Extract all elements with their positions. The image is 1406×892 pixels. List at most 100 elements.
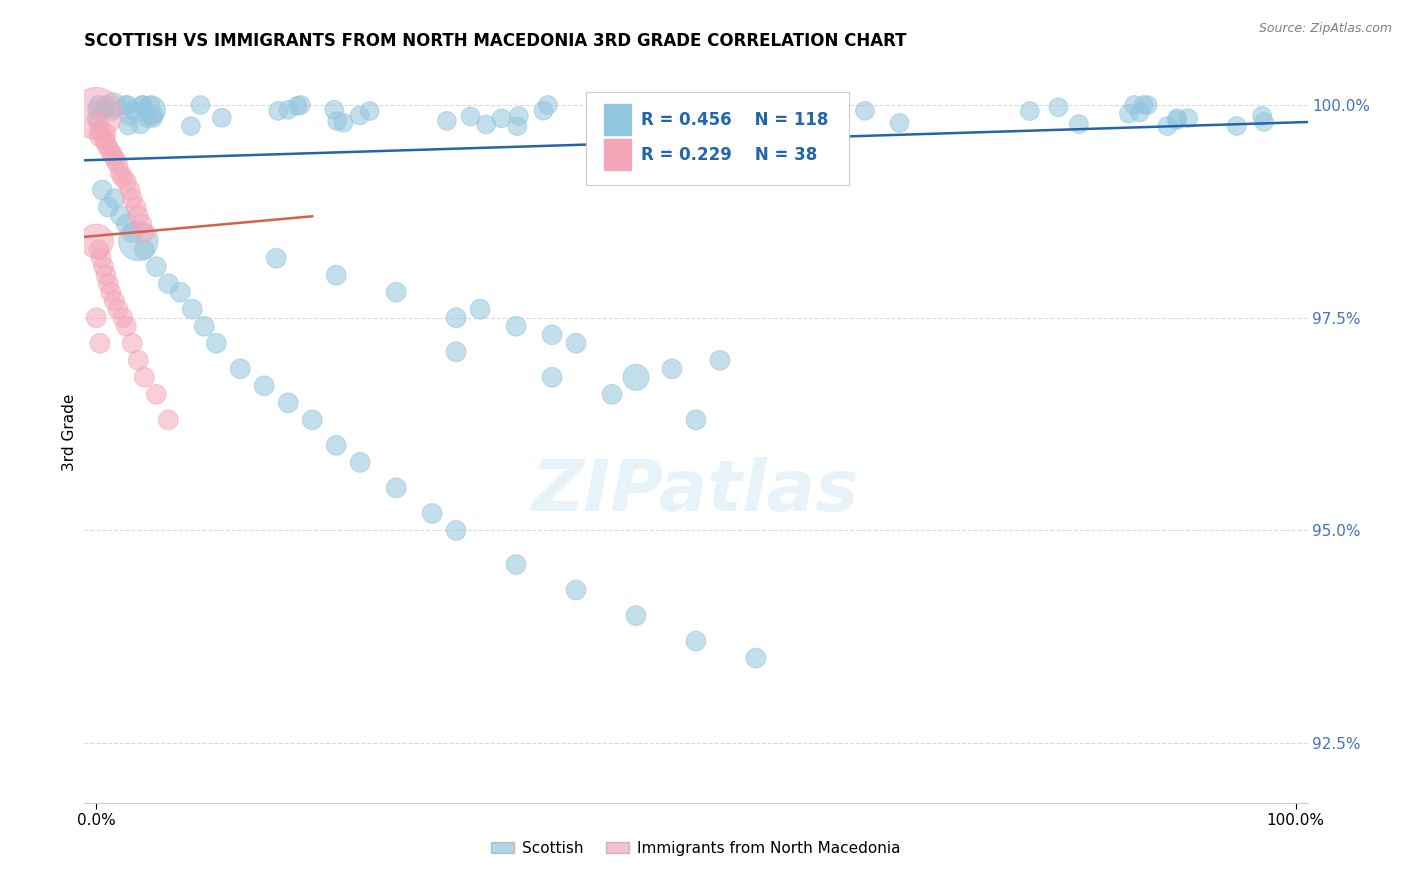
Point [253, 379, 276, 393]
Point [100, 285, 122, 300]
Point [121, 192, 143, 206]
Point [101, 104, 124, 119]
Point [111, 170, 134, 185]
Point [643, 114, 665, 128]
Point [613, 114, 636, 128]
Point [115, 319, 138, 334]
Point [1136, 98, 1159, 112]
Point [1177, 112, 1199, 126]
Text: ZIPatlas: ZIPatlas [533, 458, 859, 526]
Point [759, 99, 782, 113]
Point [118, 183, 141, 197]
Point [1132, 98, 1154, 112]
Point [444, 310, 467, 325]
Point [107, 157, 129, 171]
Point [115, 175, 138, 189]
Point [505, 319, 527, 334]
Text: Source: ZipAtlas.com: Source: ZipAtlas.com [1258, 22, 1392, 36]
Point [505, 558, 527, 572]
Point [745, 651, 768, 665]
Point [1156, 119, 1178, 133]
Legend: Scottish, Immigrants from North Macedonia: Scottish, Immigrants from North Macedoni… [485, 835, 907, 862]
Point [104, 153, 127, 168]
Point [420, 507, 443, 521]
Point [211, 111, 233, 125]
Point [86, 310, 108, 325]
Point [624, 370, 647, 384]
Point [142, 108, 165, 122]
Point [94, 98, 117, 112]
Point [169, 285, 191, 300]
Point [127, 353, 149, 368]
Point [110, 166, 132, 180]
Point [537, 98, 560, 112]
Point [111, 310, 134, 325]
Point [118, 109, 141, 123]
Point [121, 226, 143, 240]
Point [101, 149, 124, 163]
Point [541, 327, 564, 342]
Text: SCOTTISH VS IMMIGRANTS FROM NORTH MACEDONIA 3RD GRADE CORRELATION CHART: SCOTTISH VS IMMIGRANTS FROM NORTH MACEDO… [84, 32, 907, 50]
Point [655, 98, 678, 112]
Point [94, 136, 117, 151]
Point [86, 103, 108, 117]
Point [290, 98, 312, 112]
Point [541, 370, 564, 384]
Point [94, 102, 117, 116]
Point [436, 114, 458, 128]
Point [332, 116, 354, 130]
Point [103, 98, 125, 112]
Point [644, 118, 666, 132]
Point [142, 111, 165, 125]
Point [127, 209, 149, 223]
Bar [605, 103, 631, 135]
Point [134, 226, 156, 240]
Point [115, 217, 138, 231]
FancyBboxPatch shape [586, 92, 849, 185]
Point [565, 336, 588, 351]
Point [685, 413, 707, 427]
Point [775, 111, 797, 125]
Point [325, 438, 347, 452]
Point [125, 200, 148, 214]
Point [444, 344, 467, 359]
Point [285, 99, 308, 113]
Point [131, 98, 153, 112]
Point [93, 260, 115, 274]
Point [89, 336, 111, 351]
Point [704, 103, 727, 117]
Point [1226, 119, 1249, 133]
Text: R = 0.229    N = 38: R = 0.229 N = 38 [641, 146, 817, 164]
Point [733, 103, 755, 118]
Point [1253, 115, 1275, 129]
Point [1067, 117, 1090, 131]
Point [157, 413, 180, 427]
Point [277, 103, 299, 117]
Point [117, 119, 139, 133]
Point [193, 319, 215, 334]
Point [180, 119, 202, 133]
Point [86, 112, 108, 126]
Point [107, 302, 129, 317]
Point [86, 106, 108, 120]
Point [94, 268, 117, 283]
Point [460, 110, 482, 124]
Point [87, 98, 110, 112]
Bar [605, 138, 631, 169]
Point [145, 387, 167, 401]
Point [323, 103, 346, 117]
Point [136, 111, 159, 125]
Point [792, 112, 814, 127]
Point [264, 251, 287, 265]
Point [134, 243, 156, 257]
Point [100, 145, 122, 159]
Point [349, 109, 371, 123]
Point [1166, 111, 1188, 125]
Point [93, 102, 115, 116]
Point [709, 353, 731, 368]
Point [531, 103, 554, 118]
Text: R = 0.456    N = 118: R = 0.456 N = 118 [641, 112, 828, 129]
Point [1047, 100, 1070, 114]
Point [685, 634, 707, 648]
Point [634, 112, 657, 126]
